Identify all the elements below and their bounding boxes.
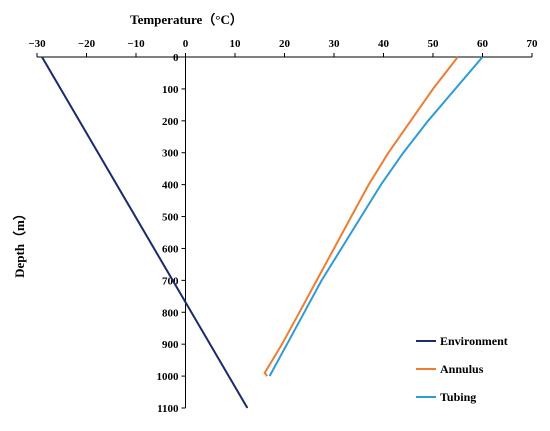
x-tick-label: 10 xyxy=(230,38,242,50)
x-axis-title: Temperature（°C） xyxy=(130,12,243,27)
x-tick-label: 60 xyxy=(477,38,489,50)
x-tick-label: −20 xyxy=(78,38,96,50)
x-tick-label: 40 xyxy=(378,38,390,50)
series-line-annulus xyxy=(263,56,459,377)
x-tick-label: 50 xyxy=(428,38,440,50)
legend-label-tubing: Tubing xyxy=(440,390,476,404)
y-axis-title: Depth（m） xyxy=(12,207,27,278)
y-tick-label: 400 xyxy=(162,180,179,192)
axes xyxy=(36,53,533,409)
x-tick-label: −10 xyxy=(127,38,145,50)
series-line-tubing xyxy=(268,56,484,377)
y-tick-label: 100 xyxy=(162,84,179,96)
y-tick-label: 600 xyxy=(162,243,179,255)
legend-label-annulus: Annulus xyxy=(440,362,484,376)
x-tick-label: 20 xyxy=(279,38,291,50)
x-tick-label: 70 xyxy=(527,38,539,50)
y-tick-label: 900 xyxy=(162,339,179,351)
y-tick-label: 200 xyxy=(162,116,179,128)
x-tick-label: 30 xyxy=(329,38,341,50)
x-tick-label: 0 xyxy=(183,38,189,50)
x-tick-label: −30 xyxy=(28,38,46,50)
y-tick-label: 0 xyxy=(173,52,179,64)
y-tick-label: 300 xyxy=(162,148,179,160)
series-layer xyxy=(41,56,484,409)
legend-label-environment: Environment xyxy=(440,334,508,348)
y-tick-label: 1100 xyxy=(157,403,179,415)
x-tick-labels: −30 −20 −10 0 10 20 30 40 50 60 70 xyxy=(28,38,538,50)
y-tick-label: 800 xyxy=(162,307,179,319)
series-line-environment xyxy=(41,56,249,409)
y-tick-label: 500 xyxy=(162,212,179,224)
legend: Environment Annulus Tubing xyxy=(416,334,508,404)
y-tick-label: 1000 xyxy=(157,371,180,383)
